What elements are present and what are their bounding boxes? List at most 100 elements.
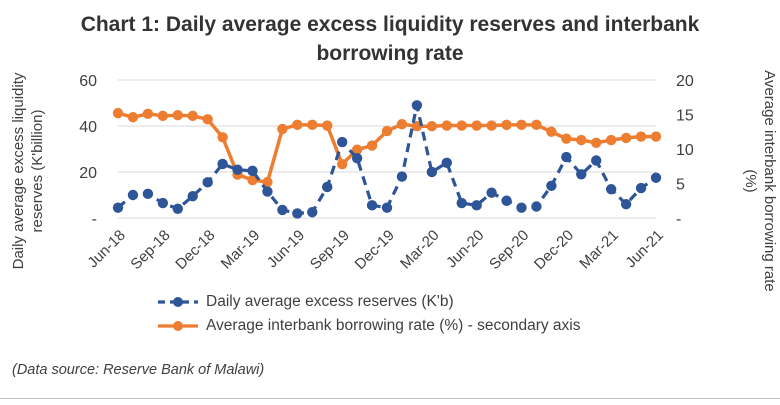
- reserves-point: [292, 208, 303, 219]
- legend-entry-reserves: Daily average excess reserves (K'b): [156, 290, 580, 314]
- reserves-point: [366, 200, 378, 211]
- legend-entry-rate: Average interbank borrowing rate (%) - s…: [156, 314, 580, 338]
- reserves-point: [351, 153, 363, 164]
- x-tick-label: Jun-18: [84, 227, 128, 271]
- rate-point: [396, 118, 408, 130]
- rate-point: [157, 110, 169, 122]
- left-y-axis-label: Daily average excess liquidity reserves …: [10, 72, 46, 270]
- right-y-tick-labels: - 5 10 15 20: [676, 73, 694, 228]
- reserves-point: [411, 100, 423, 111]
- reserves-point: [486, 187, 497, 198]
- reserves-point: [546, 180, 557, 191]
- right-y-axis-label: Average interbank borrowing rate (%): [742, 70, 778, 292]
- rate-point: [172, 109, 183, 121]
- rate-point: [112, 107, 124, 119]
- reserves-point: [381, 202, 393, 213]
- left-y-tick-labels: - 20 40 60: [79, 73, 97, 228]
- reserves-point: [277, 204, 288, 216]
- bottom-divider: [0, 398, 780, 399]
- rate-point: [546, 126, 557, 137]
- reserves-point: [336, 136, 348, 148]
- left-y-tick-label: -: [92, 211, 97, 228]
- reserves-point: [561, 151, 572, 163]
- x-tick-label: Sep-20: [486, 227, 532, 273]
- rate-point: [501, 119, 512, 131]
- rate-point: [620, 132, 632, 144]
- legend-swatch-reserves-graphic: [158, 297, 198, 307]
- rate-point: [247, 174, 258, 186]
- reserves-point: [187, 190, 198, 202]
- reserves-point: [307, 207, 318, 218]
- rate-point: [366, 140, 378, 151]
- rate-point: [441, 120, 452, 131]
- reserves-point: [142, 188, 154, 200]
- rate-point: [217, 132, 228, 143]
- reserves-point: [650, 172, 662, 183]
- right-y-tick-label: 5: [676, 177, 685, 194]
- reserves-point: [531, 201, 542, 212]
- rate-point: [127, 112, 139, 123]
- x-tick-label: Jun-21: [622, 227, 666, 271]
- reserves-point: [322, 181, 333, 193]
- legend-swatch-reserves: [156, 295, 200, 309]
- rate-point: [262, 176, 273, 188]
- left-y-tick-label: 60: [79, 73, 97, 90]
- x-tick-label: Jun-20: [443, 227, 487, 271]
- data-source-note: (Data source: Reserve Bank of Malawi): [12, 362, 265, 378]
- reserves-point: [501, 195, 512, 206]
- right-y-tick-label: 10: [676, 142, 694, 159]
- reserves-point: [605, 184, 617, 195]
- reserves-point: [456, 197, 467, 209]
- rate-point: [486, 120, 497, 131]
- rate-point: [471, 120, 482, 131]
- reserves-line: [116, 103, 657, 215]
- rate-point: [336, 158, 348, 170]
- reserves-point: [471, 200, 482, 211]
- rate-point: [635, 131, 647, 142]
- x-tick-label: Mar-21: [576, 227, 622, 273]
- legend-swatch-rate-graphic: [158, 321, 198, 331]
- legend-label-reserves: Daily average excess reserves (K'b): [206, 293, 454, 310]
- gridlines: [118, 79, 656, 219]
- x-tick-label: Sep-19: [307, 227, 353, 273]
- rate-point: [456, 120, 467, 131]
- reserves-point: [202, 177, 213, 188]
- reserves-point: [247, 165, 258, 177]
- rate-point: [351, 144, 363, 155]
- x-tick-label: Dec-20: [531, 227, 577, 273]
- rate-point: [142, 108, 154, 120]
- x-tick-label: Mar-19: [218, 227, 264, 273]
- rate-point: [292, 119, 303, 131]
- right-y-tick-label: 15: [676, 108, 694, 125]
- rate-point: [576, 134, 587, 146]
- series-interbank-rate: [112, 107, 662, 188]
- reserves-point: [591, 155, 602, 166]
- rate-point: [561, 133, 572, 144]
- reserves-point: [396, 171, 408, 182]
- reserves-point: [172, 203, 183, 214]
- rate-point: [307, 119, 318, 131]
- rate-point: [202, 114, 213, 125]
- reserves-point: [217, 158, 228, 170]
- reserves-point: [157, 197, 169, 209]
- reserves-point: [516, 202, 527, 213]
- legend-label-rate: Average interbank borrowing rate (%) - s…: [206, 317, 581, 334]
- x-tick-label: Dec-19: [352, 227, 398, 273]
- legend-swatch-reserves-marker: [173, 297, 183, 307]
- rate-point: [277, 123, 288, 135]
- reserves-point: [112, 202, 124, 213]
- reserves-point: [441, 157, 452, 168]
- legend-swatch-rate-marker: [173, 321, 183, 331]
- rate-point: [516, 119, 527, 131]
- reserves-point: [426, 166, 438, 178]
- series-excess-reserves: [112, 100, 662, 219]
- chart-title: Chart 1: Daily average excess liquidity …: [80, 13, 700, 65]
- reserves-point: [620, 199, 632, 210]
- rate-point: [650, 131, 662, 142]
- rate-point: [322, 120, 333, 131]
- right-y-tick-label: 20: [676, 73, 694, 90]
- reserves-point: [576, 169, 587, 180]
